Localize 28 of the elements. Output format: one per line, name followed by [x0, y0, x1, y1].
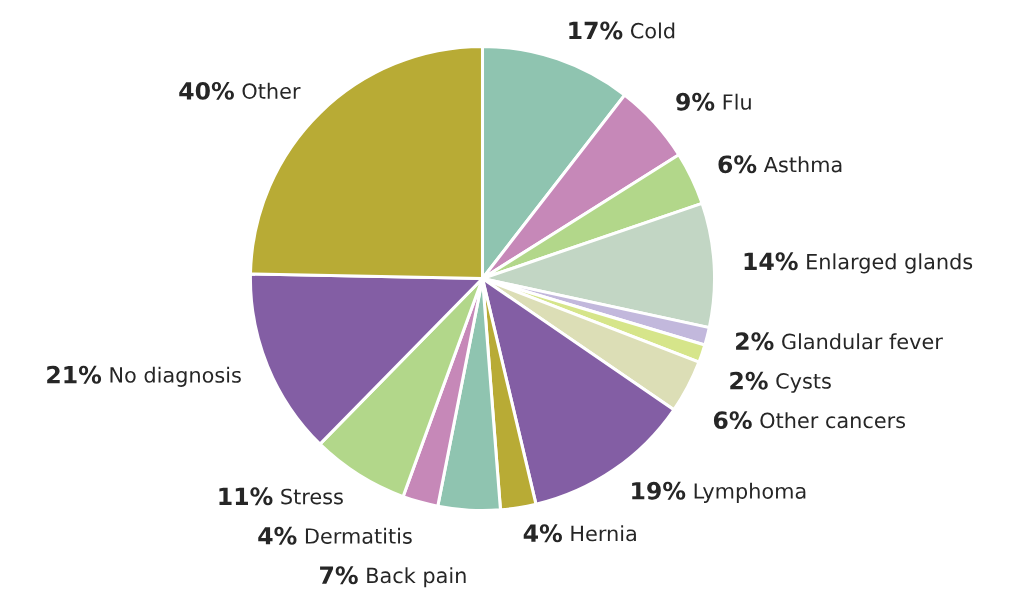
data-label: 7%: [320, 566, 358, 585]
data-label: 4%: [258, 526, 297, 545]
slice-label: No diagnosis: [110, 366, 241, 387]
slice-label: Asthma: [763, 156, 842, 173]
data-label: 11%: [219, 487, 273, 506]
slice-label: Enlarged glands: [807, 253, 973, 274]
slice-label: Cysts: [776, 373, 831, 393]
data-label: 19%: [632, 481, 686, 500]
slice-label: Back pain: [367, 567, 466, 588]
data-label: 2%: [730, 371, 768, 390]
data-label: 2%: [736, 332, 774, 351]
slice-label: Flu: [723, 93, 751, 110]
data-label: 21%: [47, 365, 102, 384]
slice-label: Glandular fever: [782, 333, 943, 350]
data-label: 14%: [744, 252, 798, 271]
slice-label: Dermatitis: [305, 527, 412, 544]
data-label: 9%: [676, 92, 715, 111]
data-label: 17%: [569, 21, 623, 40]
data-label: 4%: [523, 524, 562, 543]
slice-label: Lymphoma: [694, 482, 806, 503]
data-label: 6%: [718, 155, 757, 174]
slice-label: Hernia: [571, 525, 636, 542]
slice-label: Other cancers: [760, 412, 906, 429]
slice-label: Other: [242, 82, 301, 99]
slice-label: Stress: [281, 488, 343, 505]
slice-label: Cold: [630, 22, 675, 39]
data-label: 6%: [713, 411, 752, 430]
data-label: 40%: [179, 81, 234, 100]
